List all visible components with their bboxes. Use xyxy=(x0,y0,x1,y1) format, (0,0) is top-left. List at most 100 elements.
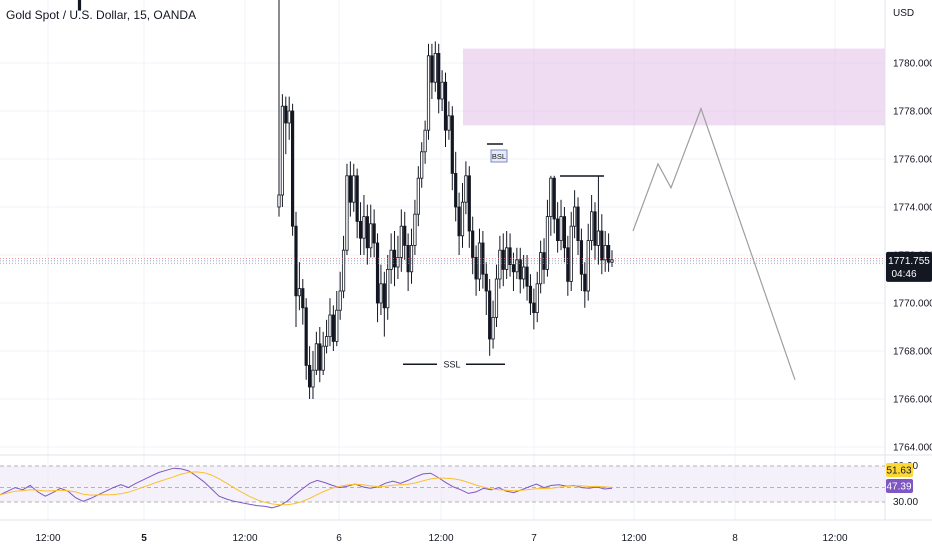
candle-body xyxy=(287,110,291,124)
candle-body xyxy=(433,53,437,83)
time-axis[interactable]: 12:00 5 12:00 6 12:00 7 12:00 8 12:00 xyxy=(0,519,932,544)
candle-body xyxy=(518,259,522,280)
rsi-ma-badge xyxy=(886,463,913,477)
rsi-band xyxy=(0,466,885,502)
candle-body xyxy=(297,288,301,297)
candle-body xyxy=(301,288,305,309)
candle-body xyxy=(348,175,352,203)
time-tick-label: 8 xyxy=(732,533,738,544)
candle-body xyxy=(324,336,329,347)
rsi-ma-value: 51.63 xyxy=(886,466,911,477)
candle-body xyxy=(355,175,359,222)
candle-body xyxy=(341,249,346,292)
candle-body xyxy=(603,244,607,261)
candle-body xyxy=(304,307,308,366)
candle-body xyxy=(307,364,312,388)
candle-body xyxy=(420,151,424,179)
price-tick-label: 1764.000 xyxy=(893,443,932,454)
candle-body xyxy=(501,249,505,270)
candle-body xyxy=(498,249,502,280)
candle-body xyxy=(345,175,349,251)
candle-body xyxy=(579,240,584,275)
resistance-zone[interactable] xyxy=(463,48,885,126)
candle-body xyxy=(331,314,335,342)
candle-body xyxy=(484,273,488,292)
candle-body xyxy=(535,283,539,313)
candle-body xyxy=(457,206,461,237)
current-price-badge[interactable] xyxy=(886,251,932,282)
candle-body xyxy=(562,216,567,249)
candle-body xyxy=(491,316,495,340)
time-tick-label: 12:00 xyxy=(35,533,60,544)
candle-body xyxy=(440,81,444,100)
ssl-label: SSL xyxy=(443,360,460,370)
candle-body xyxy=(358,220,363,239)
candle-body xyxy=(559,216,563,242)
rsi-ma-line[interactable] xyxy=(0,471,613,506)
candle-body xyxy=(430,55,434,83)
candle-body xyxy=(467,175,471,232)
candle-body xyxy=(511,264,516,273)
candle-body xyxy=(365,216,369,249)
candle-body xyxy=(607,244,611,263)
time-tick-label: 12:00 xyxy=(621,533,646,544)
candle-body xyxy=(542,252,546,270)
candle-body xyxy=(352,175,356,203)
grid-lines xyxy=(0,0,885,520)
candle-body xyxy=(474,256,478,280)
candle-body xyxy=(454,172,458,208)
candle-body xyxy=(464,175,468,203)
candle-body xyxy=(426,55,431,131)
candle-body xyxy=(382,283,386,309)
candle-body xyxy=(437,53,441,100)
candle-body xyxy=(294,225,298,297)
time-tick-label: 12:00 xyxy=(232,533,257,544)
time-tick-label: 5 xyxy=(141,533,147,544)
symbol-title[interactable]: Gold Spot / U.S. Dollar, 15, OANDA xyxy=(6,8,197,22)
candle-body xyxy=(403,225,407,246)
rsi-line[interactable] xyxy=(0,467,613,509)
candle-body xyxy=(284,105,288,124)
candle-body xyxy=(545,216,550,270)
rsi-value: 47.39 xyxy=(886,482,911,493)
candle-body xyxy=(321,345,325,371)
projection-path[interactable] xyxy=(632,106,796,380)
candle-body xyxy=(590,211,594,242)
time-tick-label: 12:00 xyxy=(428,533,453,544)
candle-body xyxy=(280,105,284,196)
liquidity-levels[interactable]: SSL BSL xyxy=(403,143,604,370)
price-axis[interactable]: USD1764.0001766.0001768.0001770.0001772.… xyxy=(884,0,932,520)
candle-body xyxy=(311,369,315,388)
price-tick-label: 1778.000 xyxy=(893,107,932,118)
candlesticks xyxy=(77,0,614,399)
candle-body xyxy=(460,201,465,237)
candle-body xyxy=(525,266,529,287)
candle-body xyxy=(593,211,597,246)
price-tick-label: 1776.000 xyxy=(893,155,932,166)
time-tick-label: 12:00 xyxy=(822,533,847,544)
price-tick-label: 1774.000 xyxy=(893,203,932,214)
price-tick-label: 1770.000 xyxy=(893,299,932,310)
rsi-value-badge xyxy=(886,479,913,493)
candle-body xyxy=(399,225,403,258)
candle-body xyxy=(566,247,570,282)
candle-body xyxy=(290,110,295,227)
candle-body xyxy=(335,309,339,342)
currency-label: USD xyxy=(893,8,914,19)
candle-body xyxy=(488,290,492,340)
candle-body xyxy=(386,268,390,309)
candle-body xyxy=(508,247,512,266)
candle-body xyxy=(494,278,499,318)
candle-body xyxy=(328,314,332,338)
bsl-box[interactable] xyxy=(490,149,508,163)
candle-body xyxy=(549,177,553,217)
candle-body xyxy=(583,273,587,292)
candle-body xyxy=(528,285,533,304)
candle-body xyxy=(372,223,376,244)
bsl-label: BSL xyxy=(492,152,506,161)
candle-body xyxy=(522,266,526,280)
candle-body xyxy=(576,206,580,241)
candle-body xyxy=(447,115,451,131)
